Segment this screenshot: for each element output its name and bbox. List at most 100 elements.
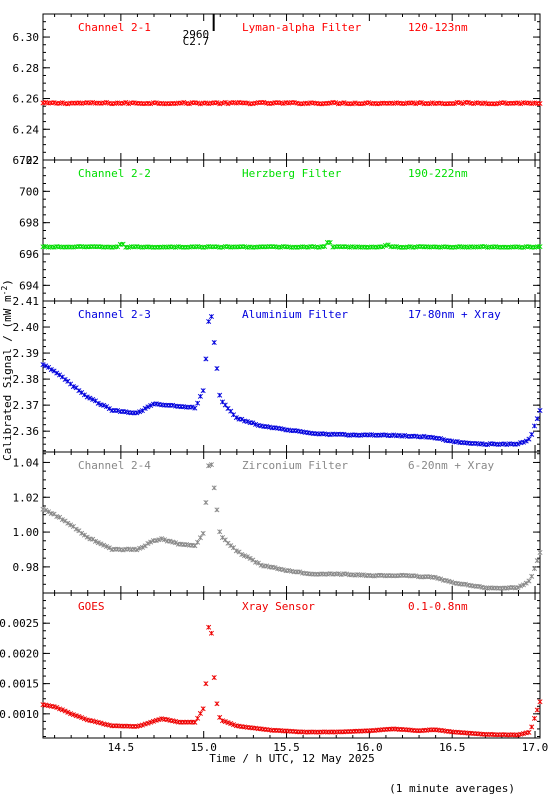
band-label: 17-80nm + Xray bbox=[408, 308, 501, 321]
data-point bbox=[344, 571, 350, 577]
data-point bbox=[333, 100, 339, 106]
channel-label: Channel 2-2 bbox=[78, 167, 151, 180]
x-tick-label: 15.0 bbox=[190, 741, 217, 754]
data-point bbox=[48, 367, 54, 373]
flare-marker-number: 2960 bbox=[183, 28, 210, 41]
data-point bbox=[264, 563, 270, 569]
panel-4: 0.98 1.00 1.02 1.04 Channel 2-4 Zirconium Fil… bbox=[13, 451, 543, 594]
series-points bbox=[40, 99, 543, 107]
data-point bbox=[305, 101, 311, 107]
data-point bbox=[449, 438, 455, 444]
data-point bbox=[148, 719, 154, 725]
filter-label: Herzberg Filter bbox=[242, 167, 342, 180]
data-point bbox=[534, 558, 540, 564]
chart-panels: 6.22 6.24 6.26 6.28 6.30 Channel 2-1 Lyman-alp… bbox=[0, 13, 548, 754]
data-point bbox=[192, 543, 198, 549]
data-point bbox=[214, 365, 220, 371]
data-point bbox=[90, 396, 96, 402]
data-point bbox=[429, 100, 435, 106]
series-points bbox=[40, 462, 543, 591]
data-point bbox=[106, 406, 112, 412]
data-point bbox=[537, 550, 543, 556]
data-point bbox=[438, 576, 444, 582]
data-point bbox=[142, 405, 148, 411]
x-tick-label: 14.5 bbox=[108, 741, 135, 754]
panel-3: 2.36 2.37 2.38 2.39 2.40 2.41 Channel 2-3 Alumi… bbox=[13, 295, 543, 453]
data-point bbox=[68, 711, 74, 717]
data-point bbox=[385, 242, 391, 248]
series-points bbox=[40, 624, 543, 738]
data-point bbox=[222, 99, 228, 105]
data-point bbox=[225, 720, 231, 726]
data-point bbox=[181, 99, 187, 105]
y-tick-label: 1.02 bbox=[13, 491, 40, 504]
data-point bbox=[413, 101, 419, 107]
data-point bbox=[208, 630, 214, 636]
data-point bbox=[391, 432, 397, 438]
data-point bbox=[103, 99, 110, 105]
data-point bbox=[137, 409, 143, 415]
y-tick-label: 0.0010 bbox=[0, 708, 39, 721]
data-point bbox=[87, 395, 93, 401]
data-point bbox=[186, 101, 192, 107]
data-point bbox=[520, 582, 526, 588]
data-point bbox=[280, 567, 286, 573]
data-point bbox=[402, 432, 408, 438]
band-label: 0.1-0.8nm bbox=[408, 600, 468, 613]
data-point bbox=[253, 421, 259, 427]
y-tick-label: 698 bbox=[19, 217, 39, 230]
data-point bbox=[440, 437, 446, 443]
data-point bbox=[139, 722, 145, 728]
x-tick-label: 16.0 bbox=[356, 741, 383, 754]
data-point bbox=[222, 402, 228, 408]
channel-label: Channel 2-4 bbox=[78, 459, 151, 472]
data-point bbox=[438, 436, 444, 442]
data-point bbox=[537, 101, 543, 107]
data-point bbox=[335, 571, 341, 577]
svg-text:Calibrated Signal / (mW m-2): Calibrated Signal / (mW m-2) bbox=[0, 279, 14, 461]
data-point bbox=[203, 681, 209, 687]
data-point bbox=[103, 543, 110, 549]
data-point bbox=[137, 545, 143, 551]
y-tick-label: 0.98 bbox=[13, 561, 40, 574]
data-point bbox=[258, 562, 264, 568]
data-point bbox=[297, 569, 303, 575]
data-point bbox=[322, 244, 328, 250]
data-point bbox=[242, 553, 248, 559]
data-point bbox=[95, 400, 101, 406]
data-point bbox=[250, 420, 256, 426]
data-point bbox=[139, 544, 145, 550]
data-point bbox=[421, 433, 427, 439]
data-point bbox=[84, 534, 90, 540]
data-point bbox=[197, 710, 203, 716]
data-point bbox=[156, 537, 162, 543]
data-point bbox=[92, 538, 98, 544]
data-point bbox=[518, 101, 524, 107]
data-point bbox=[148, 101, 154, 107]
data-point bbox=[159, 536, 165, 542]
data-point bbox=[449, 579, 455, 585]
panel-1: 6.22 6.24 6.26 6.28 6.30 Channel 2-1 Lyman-alp… bbox=[13, 13, 543, 167]
data-point bbox=[43, 363, 49, 369]
data-point bbox=[192, 405, 198, 411]
data-point bbox=[57, 372, 63, 378]
data-point bbox=[482, 100, 488, 106]
data-point bbox=[280, 100, 286, 107]
data-point bbox=[523, 438, 529, 444]
data-point bbox=[534, 416, 540, 422]
data-point bbox=[76, 714, 82, 720]
data-point bbox=[79, 715, 85, 721]
filter-label: Zirconium Filter bbox=[242, 459, 348, 472]
data-point bbox=[51, 368, 57, 374]
data-point bbox=[197, 101, 203, 107]
data-point bbox=[173, 540, 179, 546]
channel-label: Channel 2-1 bbox=[78, 21, 151, 34]
data-point bbox=[81, 392, 87, 398]
data-point bbox=[529, 724, 535, 730]
data-point bbox=[515, 441, 521, 447]
panel-frame bbox=[42, 13, 541, 161]
data-point bbox=[244, 554, 250, 560]
data-point bbox=[338, 572, 344, 578]
y-tick-label: 6.30 bbox=[13, 31, 40, 44]
data-point bbox=[203, 499, 209, 506]
